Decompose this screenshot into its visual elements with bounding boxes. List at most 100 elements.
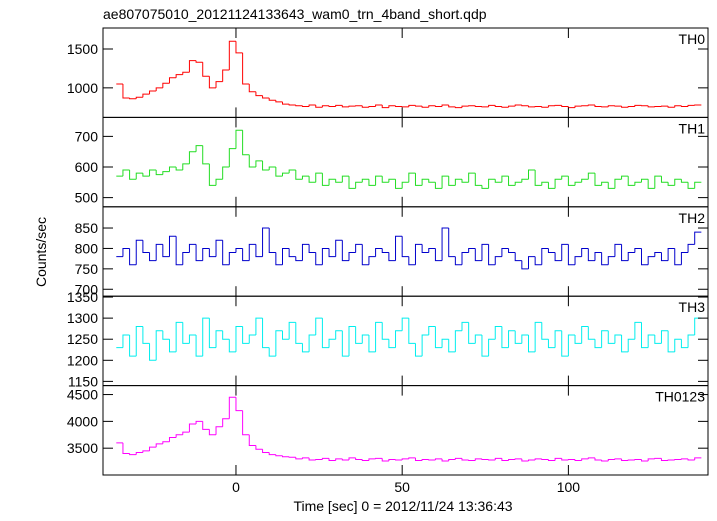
light-curve-step — [236, 397, 243, 410]
light-curve-step — [316, 253, 323, 265]
light-curve-step — [469, 173, 476, 182]
light-curve-step — [475, 106, 482, 107]
light-curve-step — [309, 176, 316, 182]
light-curve-step — [449, 339, 456, 352]
light-curve-step — [562, 458, 569, 460]
light-curve-step — [622, 459, 629, 461]
light-curve-step — [123, 84, 130, 98]
light-curve-step — [522, 179, 529, 182]
light-curve-step — [661, 458, 668, 460]
light-curve-step — [695, 458, 702, 460]
light-curve-step — [356, 458, 363, 460]
y-tick-label: 700 — [75, 128, 99, 144]
light-curve-step — [409, 105, 416, 107]
light-curve-step — [150, 447, 157, 451]
light-curve-step — [575, 106, 582, 108]
light-curve-step — [489, 459, 496, 460]
light-curve-step — [535, 257, 542, 265]
light-curve-step — [236, 248, 243, 252]
light-curve-step — [349, 106, 356, 107]
light-curve-step — [349, 176, 356, 188]
light-curve-step — [409, 257, 416, 265]
light-curve-step — [595, 339, 602, 347]
light-curve-step — [548, 459, 555, 460]
light-curve-step — [396, 331, 403, 348]
light-curve-step — [455, 179, 462, 185]
y-tick-label: 600 — [75, 159, 99, 175]
light-curve-step — [189, 244, 196, 252]
light-curve-step — [176, 435, 183, 438]
light-curve-step — [163, 244, 170, 256]
light-curve-step — [376, 322, 383, 352]
light-curve-step — [349, 327, 356, 357]
light-curve-step — [528, 257, 535, 269]
light-curve-step — [409, 458, 416, 459]
light-curve-step — [329, 458, 336, 460]
light-curve-step — [376, 458, 383, 459]
panel-data — [116, 397, 701, 461]
light-curve-step — [588, 173, 595, 179]
light-curve-step — [515, 253, 522, 261]
light-curve-step — [688, 335, 695, 348]
light-curve-step — [256, 92, 263, 96]
light-curve-step — [635, 322, 642, 339]
light-curve-step — [309, 105, 316, 107]
light-curve-step — [336, 179, 343, 182]
light-curve-step — [695, 232, 702, 244]
light-curve-step — [216, 179, 223, 185]
light-curve-step — [336, 105, 343, 106]
light-curve-step — [602, 331, 609, 348]
light-curve-step — [150, 253, 157, 261]
light-curve-step — [628, 107, 635, 108]
light-curve-step — [615, 244, 622, 256]
light-curve-step — [642, 248, 649, 264]
panel-data — [116, 228, 701, 269]
light-curve-step — [469, 460, 476, 461]
light-curve-step — [602, 460, 609, 461]
light-curve-step — [196, 244, 203, 260]
light-curve-step — [615, 335, 622, 343]
panel-label: TH3 — [679, 299, 706, 315]
light-curve-step — [236, 41, 243, 53]
light-curve-step — [156, 244, 163, 260]
light-curve-step — [263, 228, 270, 257]
light-curve-step — [216, 240, 223, 256]
panel-frame — [103, 386, 708, 475]
light-curve-step — [322, 458, 329, 459]
light-curve-step — [249, 435, 256, 446]
y-tick-label: 1500 — [67, 41, 98, 57]
light-curve-step — [256, 318, 263, 335]
light-curve-step — [608, 182, 615, 188]
light-curve-step — [555, 179, 562, 188]
light-curve-step — [475, 459, 482, 461]
light-curve-step — [442, 228, 449, 261]
light-curve-step — [203, 421, 210, 429]
light-curve-step — [595, 173, 602, 185]
light-curve-step — [615, 459, 622, 460]
light-curve-step — [342, 240, 349, 260]
light-curve-step — [269, 452, 276, 454]
light-curve-step — [522, 459, 529, 461]
panel-label: TH2 — [679, 210, 706, 226]
light-curve-step — [169, 236, 176, 256]
light-curve-step — [455, 458, 462, 459]
light-curve-step — [356, 244, 363, 252]
light-curve-step — [495, 179, 502, 182]
panel-label: TH0123 — [655, 389, 705, 405]
light-curve-step — [322, 106, 329, 108]
light-curve-step — [243, 411, 250, 435]
light-curve-step — [302, 458, 309, 459]
light-curve-step — [342, 331, 349, 356]
light-curve-step — [302, 343, 309, 351]
light-curve-step — [415, 105, 422, 106]
light-curve-step — [661, 176, 668, 182]
light-curve-step — [209, 318, 216, 348]
light-curve-step — [396, 459, 403, 460]
light-curve-step — [203, 62, 210, 76]
light-curve-step — [515, 459, 522, 460]
light-curve-step — [495, 327, 502, 340]
light-curve-step — [369, 107, 376, 108]
light-curve-step — [356, 327, 363, 344]
light-curve-step — [269, 228, 276, 252]
